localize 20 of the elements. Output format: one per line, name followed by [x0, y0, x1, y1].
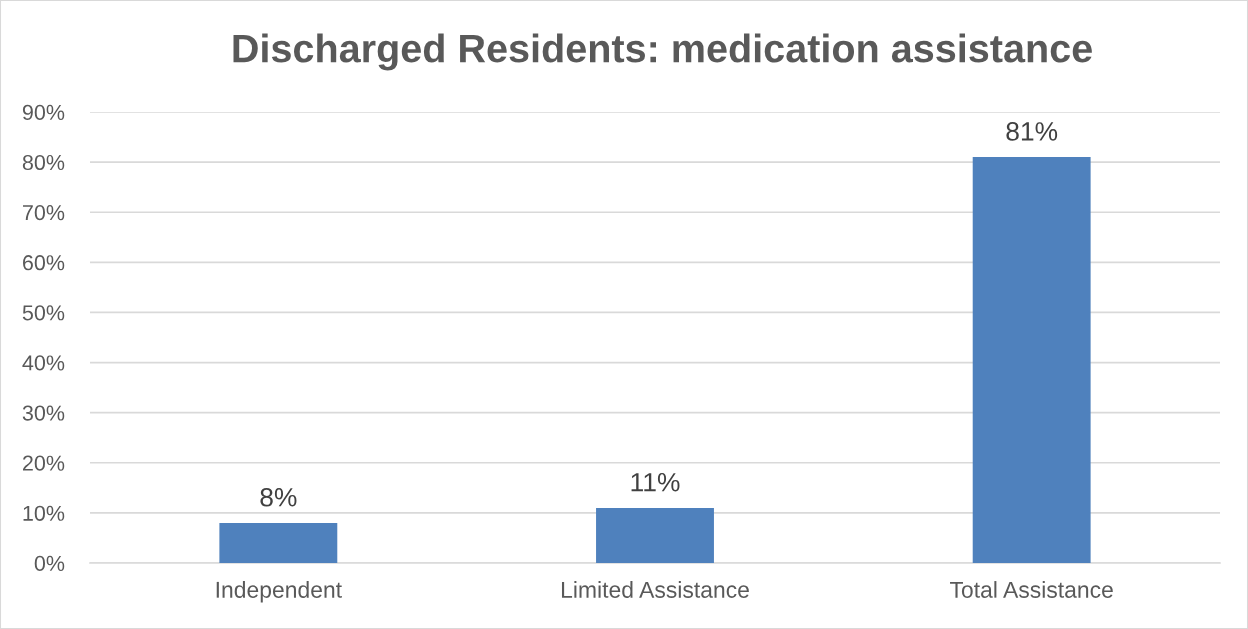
- x-tick-label: Independent: [216, 581, 342, 603]
- y-tick-label: 0%: [34, 555, 65, 572]
- x-tick-label: Total Assistance: [950, 581, 1113, 598]
- bar: [972, 157, 1091, 563]
- bar: [596, 507, 714, 563]
- y-tick-label: 10%: [23, 505, 65, 521]
- chart-title: Discharged Residents: medication assistance: [233, 33, 1092, 71]
- y-tick-label: 50%: [22, 305, 65, 321]
- y-tick-label: 70%: [23, 204, 65, 221]
- bar: [219, 522, 338, 563]
- y-tick-label: 90%: [22, 104, 65, 121]
- y-tick-label: 30%: [22, 405, 65, 421]
- data-label: 11%: [631, 472, 680, 492]
- x-tick-label: Limited Assistance: [561, 581, 749, 598]
- data-label: 8%: [260, 487, 297, 507]
- data-label: 81%: [1006, 122, 1058, 141]
- y-tick-label: 20%: [23, 455, 65, 471]
- y-tick-label: 60%: [23, 255, 65, 271]
- y-tick-label: 40%: [22, 355, 65, 371]
- y-tick-label: 80%: [22, 154, 65, 171]
